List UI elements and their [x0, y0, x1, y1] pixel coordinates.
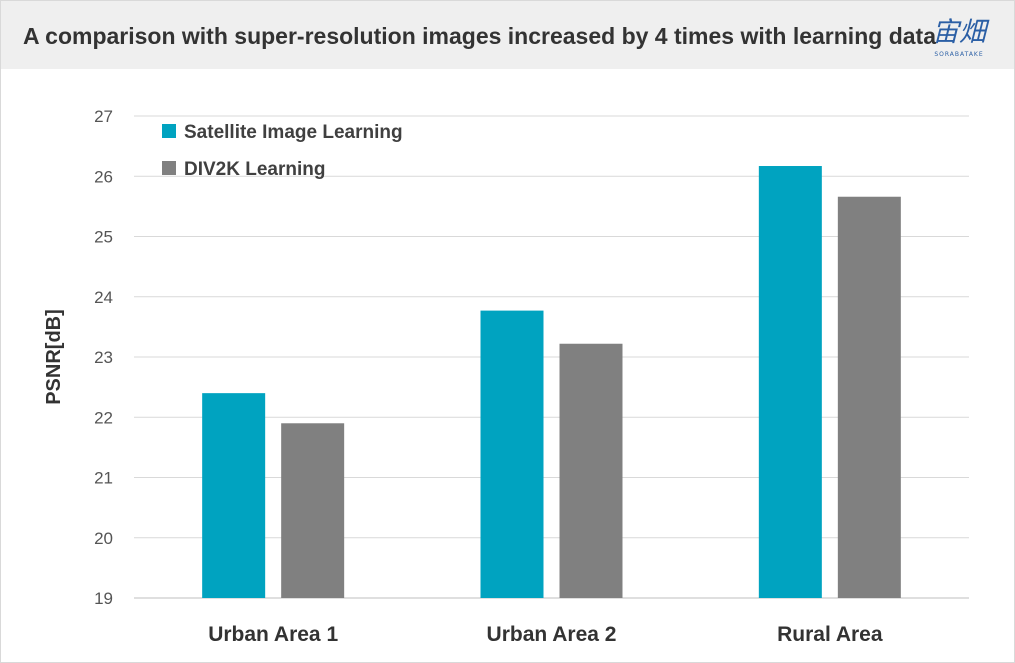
bar-div2k-learning — [837, 196, 901, 599]
bars — [202, 166, 901, 599]
x-category-label: Rural Area — [777, 623, 883, 646]
gridlines — [134, 115, 969, 599]
legend-swatch — [162, 124, 176, 138]
y-tick-label: 23 — [94, 348, 113, 367]
y-tick-label: 26 — [94, 167, 113, 186]
bar-satellite-image-learning — [480, 310, 544, 598]
title-bar: A comparison with super-resolution image… — [1, 1, 1014, 69]
chart-title: A comparison with super-resolution image… — [23, 23, 936, 49]
x-category-label: Urban Area 1 — [208, 623, 338, 646]
legend-label: DIV2K Learning — [184, 159, 325, 180]
y-tick-label: 21 — [94, 469, 113, 488]
legend-label: Satellite Image Learning — [184, 122, 403, 143]
y-tick-label: 24 — [94, 288, 113, 307]
y-axis-ticks: 19 20 21 22 23 24 25 26 27 — [94, 107, 113, 608]
bar-satellite-image-learning — [758, 166, 822, 598]
y-tick-label: 22 — [94, 408, 113, 427]
x-axis-categories: Urban Area 1 Urban Area 2 Rural Area — [208, 623, 883, 646]
bar-satellite-image-learning — [202, 393, 266, 598]
y-axis-label: PSNR[dB] — [43, 309, 65, 405]
logo-text: 宙畑 — [932, 17, 990, 48]
legend: Satellite Image Learning DIV2K Learning — [162, 122, 403, 180]
bar-div2k-learning — [281, 423, 345, 598]
bar-div2k-learning — [559, 343, 623, 598]
y-tick-label: 19 — [94, 589, 113, 608]
x-category-label: Urban Area 2 — [487, 623, 617, 646]
y-tick-label: 20 — [94, 529, 113, 548]
sorabatake-logo: 宙畑 SORABATAKE — [932, 17, 990, 58]
y-tick-label: 25 — [94, 228, 113, 247]
legend-swatch — [162, 161, 176, 175]
logo-subtext: SORABATAKE — [934, 51, 983, 58]
y-tick-label: 27 — [94, 107, 113, 126]
